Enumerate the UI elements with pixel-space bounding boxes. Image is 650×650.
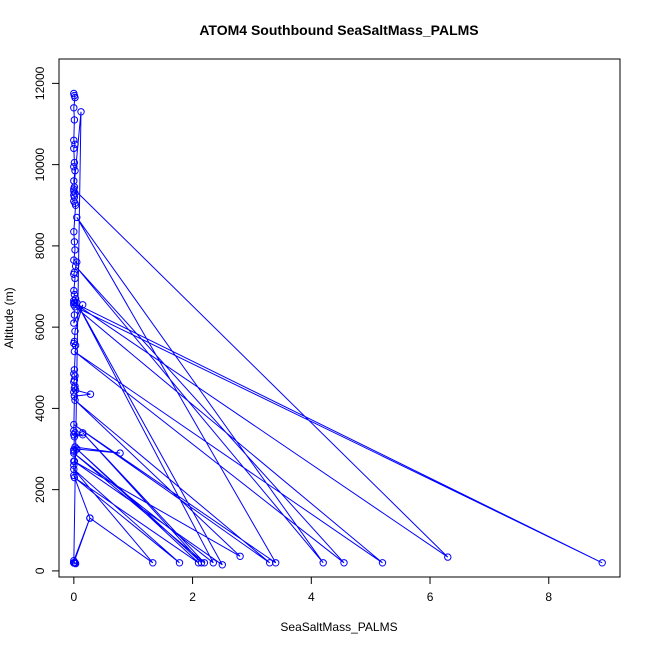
data-point: [70, 319, 78, 327]
data-point: [70, 388, 78, 396]
data-point: [79, 431, 87, 439]
y-tick-label: 0: [33, 567, 47, 574]
data-point: [378, 559, 387, 567]
data-point: [116, 449, 124, 457]
data-point: [70, 347, 79, 356]
data-point: [70, 144, 78, 153]
data-point: [70, 392, 79, 400]
data-point: [175, 559, 184, 567]
data-point: [71, 429, 79, 437]
data-point: [70, 270, 78, 278]
data-point: [71, 201, 80, 210]
data-point: [236, 552, 244, 560]
data-point: [70, 339, 78, 348]
data-point: [71, 327, 79, 335]
data-point: [79, 429, 87, 437]
data-point: [70, 228, 78, 236]
data-point: [71, 140, 79, 149]
data-point: [218, 561, 227, 569]
data-point: [197, 559, 206, 567]
x-tick-label: 6: [427, 590, 434, 604]
data-point: [70, 384, 79, 392]
data-point: [86, 514, 94, 522]
data-point: [70, 238, 79, 246]
data-point: [70, 457, 78, 465]
data-point: [86, 390, 95, 398]
data-point: [73, 445, 81, 453]
data-point: [70, 158, 79, 167]
data-point: [200, 559, 209, 567]
data-point: [77, 108, 85, 116]
data-point: [70, 433, 79, 441]
y-tick-label: 6000: [33, 313, 47, 340]
data-point: [71, 274, 79, 283]
data-point: [70, 465, 78, 473]
data-point: [70, 420, 78, 429]
data-point: [70, 473, 79, 482]
x-tick-label: 2: [189, 590, 196, 604]
x-tick-label: 0: [70, 590, 77, 604]
data-point: [71, 167, 79, 175]
data-point: [73, 258, 81, 266]
data-point: [70, 104, 78, 112]
data-point: [71, 246, 79, 254]
data-point: [70, 311, 79, 319]
data-point: [70, 116, 79, 124]
data-point: [149, 559, 157, 567]
data-point: [70, 163, 78, 171]
x-tick-label: 8: [545, 590, 552, 604]
x-axis-label: SeaSaltMass_PALMS: [280, 620, 397, 634]
data-point: [71, 396, 79, 404]
y-axis: 0 2000 4000 6000 8000 10000 12000: [33, 66, 60, 574]
data-point: [340, 559, 348, 567]
data-point: [319, 559, 327, 567]
series-line: [72, 93, 603, 566]
data-point: [71, 189, 79, 197]
data-point: [70, 185, 78, 193]
data-point: [194, 559, 203, 567]
data-point: [71, 303, 79, 311]
y-tick-label: 10000: [33, 148, 47, 182]
data-point: [70, 286, 78, 295]
data-point: [70, 299, 78, 307]
y-tick-label: 12000: [33, 66, 47, 100]
data-point: [70, 461, 78, 469]
data-point: [70, 136, 78, 145]
data-point: [71, 93, 79, 102]
data-point: [444, 553, 452, 561]
y-tick-label: 8000: [33, 232, 47, 259]
data-point: [73, 299, 81, 307]
data-point: [266, 559, 274, 567]
data-point: [73, 213, 81, 222]
x-axis: 0 2 4 6 8: [70, 576, 552, 604]
chart-title: ATOM4 Southbound SeaSaltMass_PALMS: [199, 22, 478, 38]
data-point: [209, 559, 218, 567]
plot-area: [70, 89, 606, 569]
data-point: [598, 559, 606, 567]
y-axis-label: Altitude (m): [2, 287, 16, 348]
x-tick-label: 4: [308, 590, 315, 604]
series-points: [70, 89, 606, 569]
y-tick-label: 2000: [33, 476, 47, 503]
data-point: [70, 559, 78, 567]
y-tick-label: 4000: [33, 395, 47, 422]
data-point: [70, 197, 78, 205]
data-point: [71, 262, 80, 270]
